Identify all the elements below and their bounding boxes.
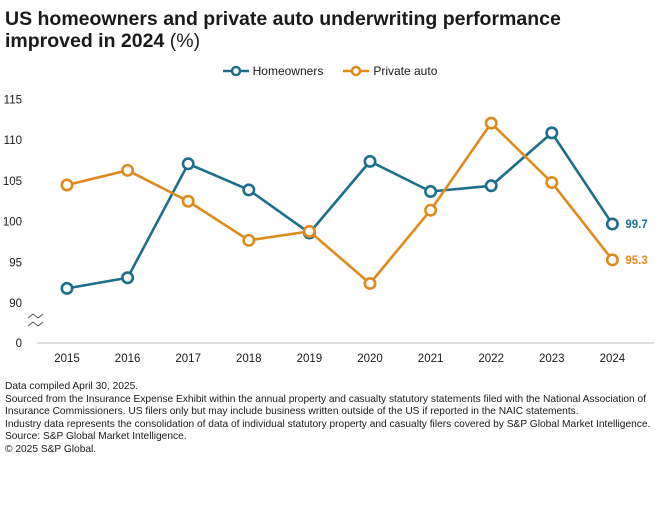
chart-title-unit: (%) xyxy=(169,30,201,52)
data-point-private-auto xyxy=(545,176,559,190)
data-point-private-auto xyxy=(302,224,316,238)
x-tick-label: 2024 xyxy=(600,353,626,365)
axis-break-icon xyxy=(27,313,44,327)
y-tick-label: 90 xyxy=(9,298,22,310)
data-point-homeowners xyxy=(363,154,377,168)
data-point-homeowners xyxy=(545,126,559,140)
x-tick-label: 2015 xyxy=(54,353,80,365)
legend-swatch-homeowners xyxy=(222,65,249,77)
data-point-homeowners xyxy=(60,281,74,295)
data-point-homeowners xyxy=(484,179,498,193)
data-point-homeowners xyxy=(605,217,619,231)
data-point-private-auto xyxy=(242,233,256,247)
note-copyright: © 2025 S&P Global. xyxy=(5,443,97,455)
y-tick-label: 95 xyxy=(9,257,22,269)
note-industry-data: Industry data represents the consolidati… xyxy=(5,418,651,430)
data-point-homeowners xyxy=(424,184,438,198)
data-point-private-auto xyxy=(60,178,74,192)
chart-title: US homeowners and private auto underwrit… xyxy=(5,8,645,52)
data-point-private-auto xyxy=(121,163,135,177)
chart-title-text: US homeowners and private auto underwrit… xyxy=(5,8,561,52)
x-tick-label: 2017 xyxy=(175,353,201,365)
y-tick-label: 105 xyxy=(3,176,22,188)
y-tick-label: 115 xyxy=(4,95,22,107)
x-tick-label: 2016 xyxy=(115,353,141,365)
x-tick-label: 2021 xyxy=(418,353,444,365)
end-label-homeowners: 99.7 xyxy=(625,219,647,231)
x-tick-label: 2022 xyxy=(478,353,504,365)
data-point-homeowners xyxy=(121,271,135,285)
series-line-private-auto xyxy=(66,121,614,285)
data-point-private-auto xyxy=(181,194,195,208)
legend-label-private-auto: Private auto xyxy=(373,64,438,78)
series-line-homeowners xyxy=(66,131,614,290)
chart-notes: Data compiled April 30, 2025. Sourced fr… xyxy=(5,381,653,457)
data-point-private-auto xyxy=(363,276,377,290)
note-source: Source: S&P Global Market Intelligence. xyxy=(5,431,187,443)
line-chart: 115 110 105 100 95 90 0 2015 2016 2017 2018 2019 202… xyxy=(3,95,654,365)
note-source-description: Sourced from the Insurance Expense Exhib… xyxy=(5,393,647,418)
note-data-compiled: Data compiled April 30, 2025. xyxy=(5,381,139,392)
legend-item-private-auto: Private auto xyxy=(343,64,437,78)
end-label-private-auto: 95.3 xyxy=(625,255,647,267)
legend-label-homeowners: Homeowners xyxy=(252,64,324,78)
legend-item-homeowners: Homeowners xyxy=(222,64,324,78)
y-tick-label: 100 xyxy=(3,217,22,229)
data-point-private-auto xyxy=(484,116,498,130)
data-point-homeowners xyxy=(181,157,195,171)
chart-legend: Homeowners Private auto xyxy=(0,64,660,78)
x-tick-label: 2023 xyxy=(539,353,565,365)
x-tick-label: 2019 xyxy=(297,353,323,365)
y-tick-label: 0 xyxy=(16,338,22,350)
data-point-homeowners xyxy=(242,183,256,197)
legend-swatch-private-auto xyxy=(343,65,370,77)
data-point-private-auto xyxy=(424,203,438,217)
x-tick-label: 2018 xyxy=(236,353,262,365)
x-tick-label: 2020 xyxy=(357,353,383,365)
data-point-private-auto xyxy=(605,253,619,267)
y-tick-label: 110 xyxy=(4,135,22,147)
